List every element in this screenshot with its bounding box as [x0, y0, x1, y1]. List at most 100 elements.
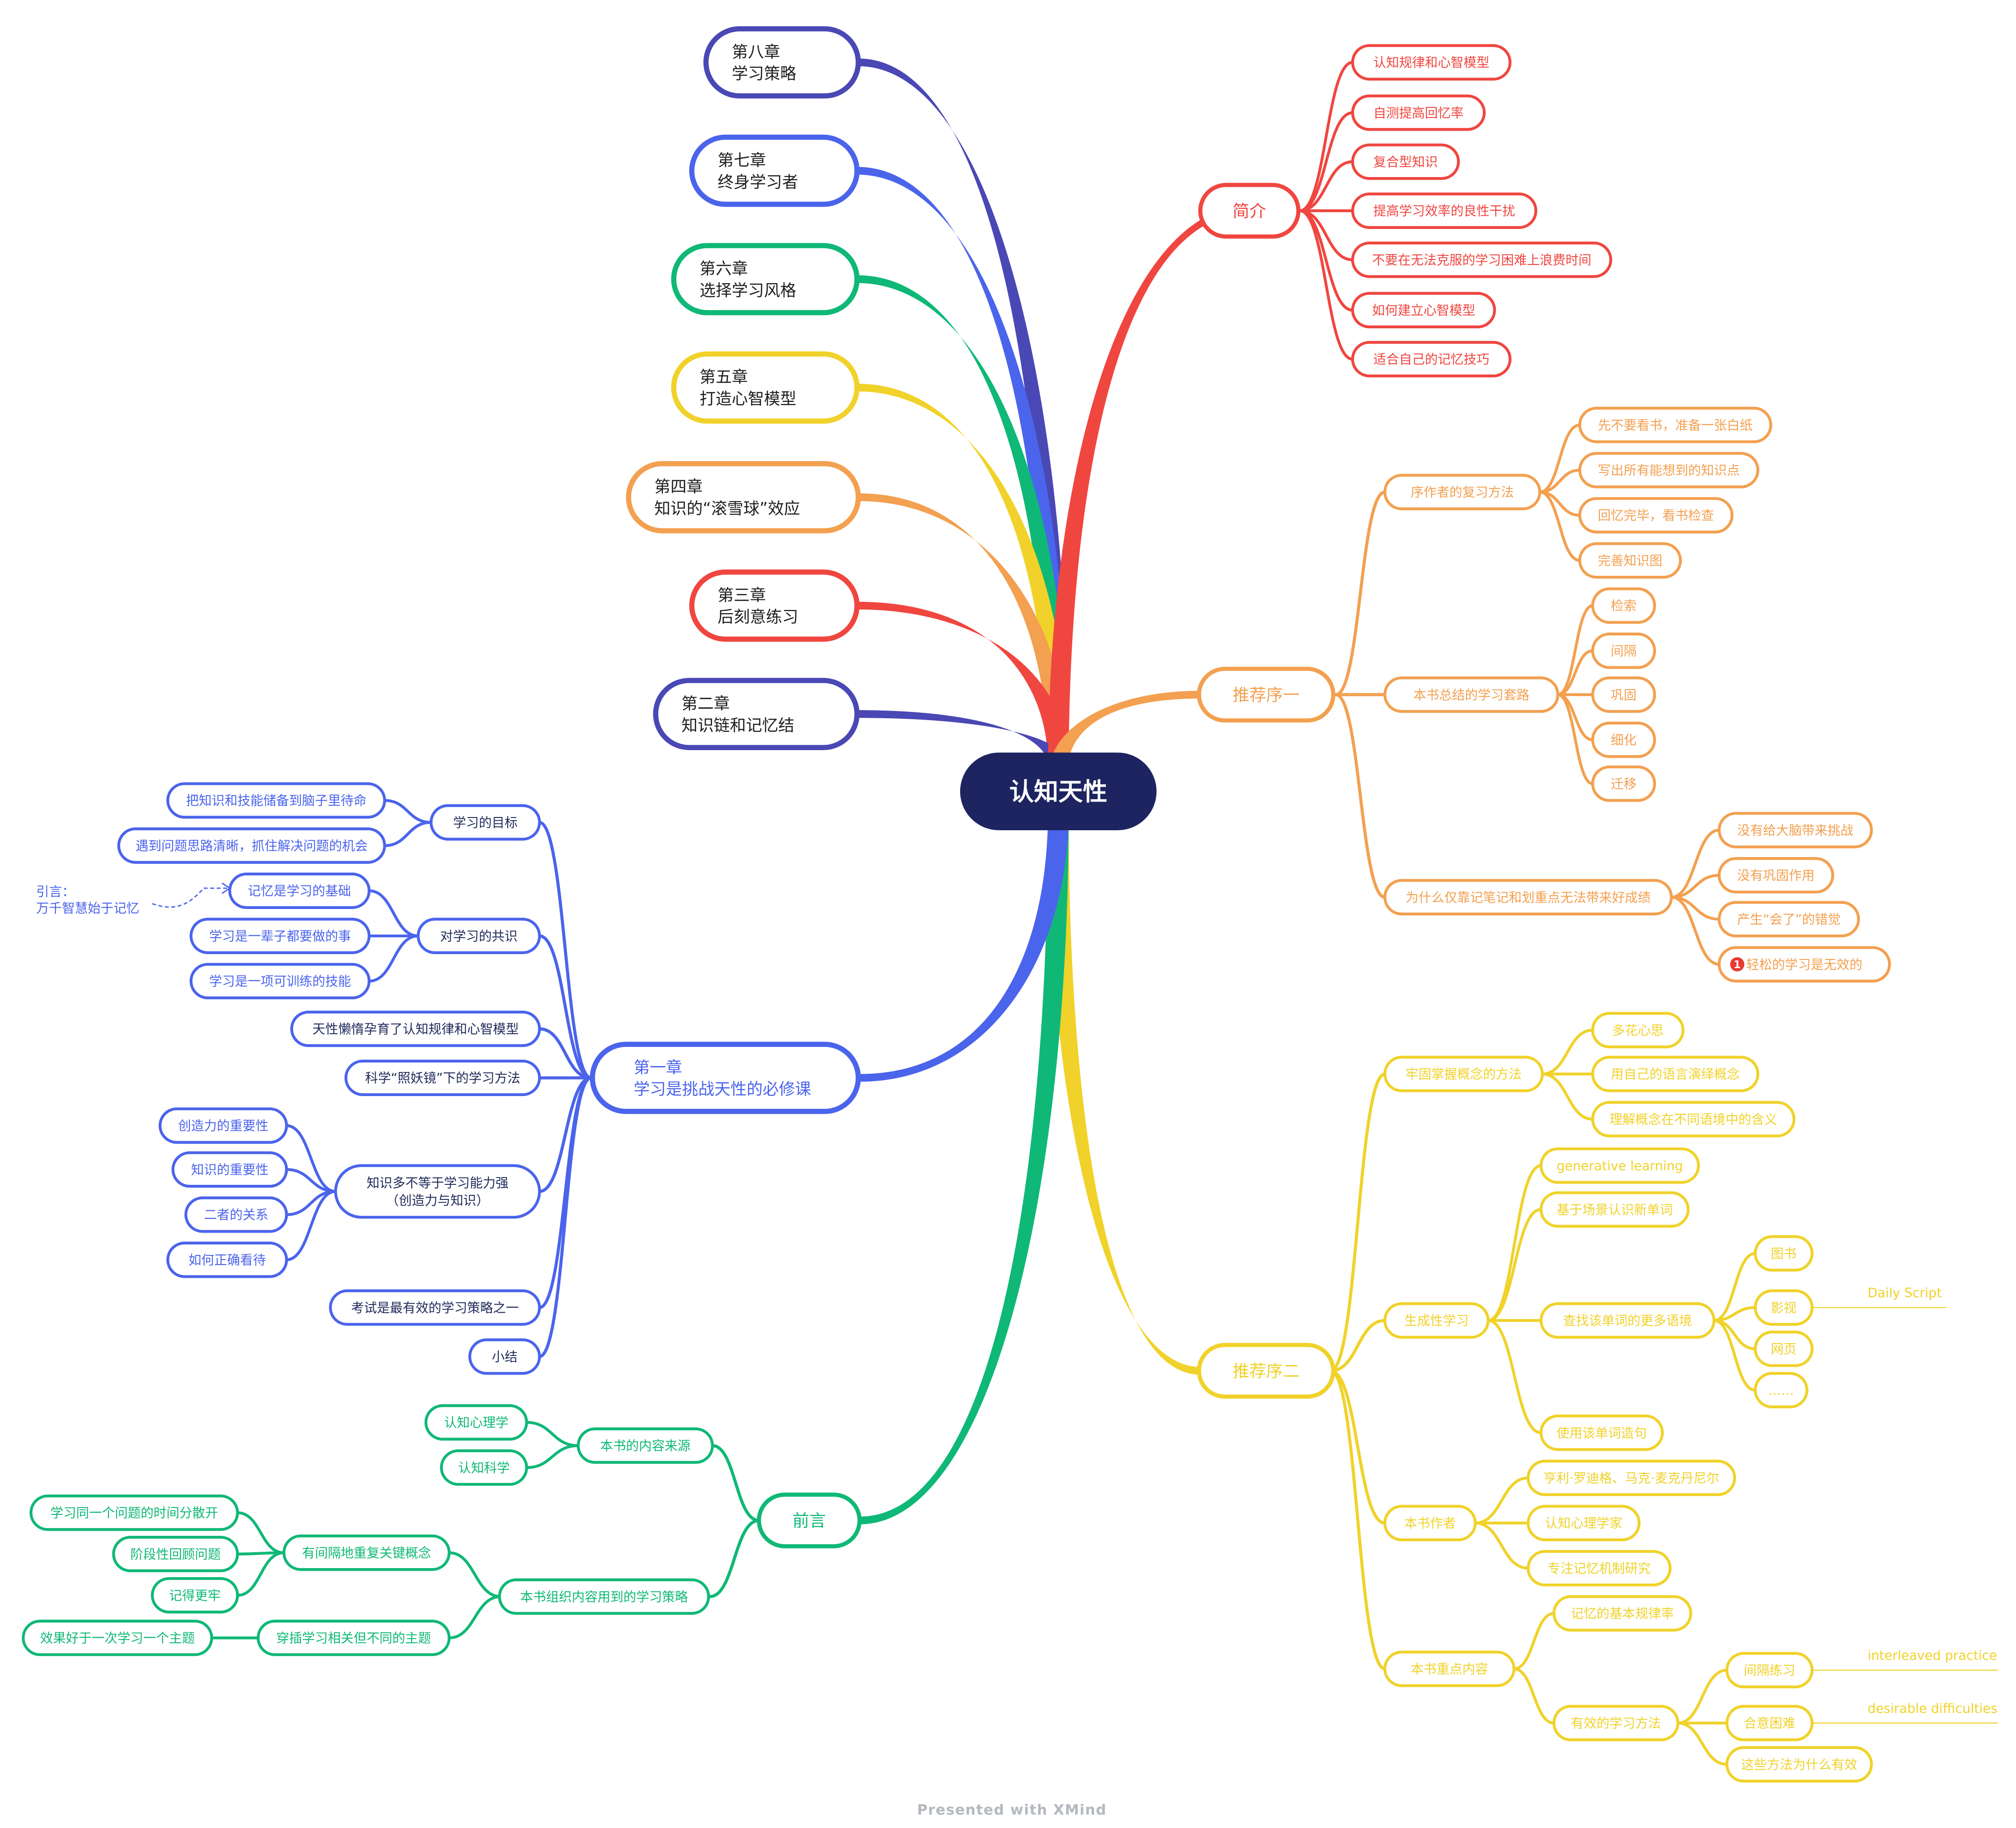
topic-没有给大脑带来挑战[interactable]: 没有给大脑带来挑战: [1717, 812, 1873, 848]
topic-间隔练习[interactable]: 间隔练习: [1725, 1652, 1814, 1689]
topic-没有巩固作用[interactable]: 没有巩固作用: [1717, 857, 1834, 894]
topic-牢固掌握概念的方法[interactable]: 牢固掌握概念的方法: [1383, 1056, 1544, 1092]
topic-亨利罗迪格马克麦克丹尼尔[interactable]: 亨利·罗迪格、马克·麦克丹尼尔: [1527, 1459, 1736, 1496]
connector-line: [1298, 209, 1354, 312]
topic-jianjie[interactable]: 简介: [1198, 183, 1301, 239]
topic-tuijianxu2[interactable]: 推荐序二: [1197, 1343, 1335, 1399]
topic-回忆完毕看书检查[interactable]: 回忆完毕，看书检查: [1578, 497, 1734, 534]
topic-细化[interactable]: 细化: [1591, 721, 1656, 758]
topic-generative-learning[interactable]: generative learning: [1539, 1147, 1700, 1184]
topic-多花心思[interactable]: 多花心思: [1591, 1012, 1685, 1049]
topic-理解概念在不同语境中的含义[interactable]: 理解概念在不同语境中的含义: [1591, 1101, 1796, 1137]
topic-把知识和技能储备到脑子里待命[interactable]: 把知识和技能储备到脑子里待命: [166, 782, 386, 819]
topic-影视[interactable]: 影视: [1754, 1289, 1814, 1326]
topic-提高学习效率的良性干扰[interactable]: 提高学习效率的良性干扰: [1351, 193, 1537, 229]
topic-如何建立心智模型[interactable]: 如何建立心智模型: [1351, 292, 1496, 329]
topic-二者的关系[interactable]: 二者的关系: [184, 1196, 288, 1233]
topic-写出所有能想到的知识点[interactable]: 写出所有能想到的知识点: [1578, 452, 1760, 488]
topic-记得更牢[interactable]: 记得更牢: [151, 1577, 239, 1614]
topic-box: [1383, 676, 1559, 713]
topic-认知心理学[interactable]: 认知心理学: [424, 1404, 528, 1441]
topic-完善知识图[interactable]: 完善知识图: [1578, 542, 1682, 579]
topic-学习是一辈子都要做的事[interactable]: 学习是一辈子都要做的事: [189, 918, 371, 955]
topic-本书的内容来源[interactable]: 本书的内容来源: [576, 1427, 714, 1464]
topic-本书作者[interactable]: 本书作者: [1383, 1505, 1477, 1542]
topic-box: [1578, 452, 1760, 488]
topic-科学照妖镜下的学习方法[interactable]: 科学“照妖镜”下的学习方法: [344, 1060, 541, 1096]
topic-创造力的重要性[interactable]: 创造力的重要性: [158, 1107, 288, 1144]
topic-box: [590, 1041, 861, 1114]
topic-为什么仅靠记笔记和划重点无法带来好成绩[interactable]: 为什么仅靠记笔记和划重点无法带来好成绩: [1383, 879, 1673, 916]
topic-轻松的学习是无效的[interactable]: 轻松的学习是无效的: [1717, 946, 1891, 983]
topic-迁移[interactable]: 迁移: [1591, 765, 1656, 802]
topic-效果好于一次学习一个主题[interactable]: 效果好于一次学习一个主题: [21, 1620, 214, 1656]
topic-认知科学[interactable]: 认知科学: [440, 1449, 528, 1486]
topic-间隔[interactable]: 间隔: [1591, 632, 1656, 669]
topic-天性懒惰孕育了认知规律和心智模型[interactable]: 天性懒惰孕育了认知规律和心智模型: [290, 1010, 541, 1047]
topic-label: 认知规律和心智模型: [1373, 55, 1489, 70]
topic-label: ……: [1768, 1383, 1794, 1398]
topic-查找该单词的更多语境[interactable]: 查找该单词的更多语境: [1539, 1302, 1716, 1339]
topic-复合型知识[interactable]: 复合型知识: [1351, 143, 1460, 180]
topic-自测提高回忆率[interactable]: 自测提高回忆率: [1351, 94, 1486, 131]
topic-label: 后刻意练习: [718, 608, 798, 626]
topic-本书总结的学习套路[interactable]: 本书总结的学习套路: [1383, 676, 1559, 713]
topic-知识的重要性[interactable]: 知识的重要性: [171, 1151, 288, 1188]
topic-学习是一项可训练的技能[interactable]: 学习是一项可训练的技能: [189, 963, 371, 1000]
topic-图书[interactable]: 图书: [1754, 1235, 1814, 1272]
topic-有间隔地重复关键概念[interactable]: 有间隔地重复关键概念: [282, 1534, 451, 1571]
topic-学习的目标[interactable]: 学习的目标: [429, 804, 541, 841]
topic-穿插学习相关但不同的主题[interactable]: 穿插学习相关但不同的主题: [256, 1620, 451, 1656]
topic-box: [290, 1010, 541, 1047]
topic-对学习的共识[interactable]: 对学习的共识: [417, 918, 541, 955]
topic-如何正确看待[interactable]: 如何正确看待: [166, 1241, 288, 1278]
topic-label: 推荐序二: [1232, 1361, 1299, 1381]
topic-巩固[interactable]: 巩固: [1591, 676, 1656, 713]
topic-适合自己的记忆技巧[interactable]: 适合自己的记忆技巧: [1351, 341, 1512, 377]
topic-记忆的基本规律率[interactable]: 记忆的基本规律率: [1553, 1595, 1692, 1632]
topic-label: 记忆的基本规律率: [1571, 1606, 1674, 1621]
topic-合意困难[interactable]: 合意困难: [1725, 1705, 1814, 1742]
topic-这些方法为什么有效[interactable]: 这些方法为什么有效: [1725, 1746, 1873, 1783]
topic-产生会了的错觉[interactable]: 产生“会了”的错觉: [1717, 901, 1860, 938]
topic-考试是最有效的学习策略之一[interactable]: 考试是最有效的学习策略之一: [329, 1289, 541, 1326]
topic-学习同一个问题的时间分散开[interactable]: 学习同一个问题的时间分散开: [29, 1494, 239, 1531]
topic-认知心理学家[interactable]: 认知心理学家: [1527, 1505, 1641, 1542]
topic-box: [21, 1620, 214, 1656]
topic-小结[interactable]: 小结: [468, 1338, 541, 1375]
topic-知识多不等于学习能力强-创造力与知识[interactable]: 知识多不等于学习能力强 （创造力与知识）: [334, 1164, 541, 1219]
topic-先不要看书准备一张白纸[interactable]: 先不要看书，准备一张白纸: [1578, 406, 1772, 443]
topic-使用该单词造句[interactable]: 使用该单词造句: [1539, 1414, 1664, 1451]
topic-label: （创造力与知识）: [386, 1193, 489, 1208]
topic-本书重点内容[interactable]: 本书重点内容: [1383, 1650, 1516, 1687]
topic-label: 影视: [1771, 1300, 1797, 1315]
central-topic[interactable]: 认知天性: [960, 752, 1157, 831]
topic-专注记忆机制研究[interactable]: 专注记忆机制研究: [1527, 1550, 1672, 1587]
topic-序作者的复习方法[interactable]: 序作者的复习方法: [1383, 474, 1542, 510]
topic-label: 亨利·罗迪格、马克·麦克丹尼尔: [1543, 1471, 1719, 1486]
topic-qianyan[interactable]: 前言: [757, 1493, 862, 1549]
topic-有效的学习方法[interactable]: 有效的学习方法: [1553, 1705, 1680, 1742]
topic-生成性学习[interactable]: 生成性学习: [1383, 1302, 1490, 1339]
topic-用自己的语言演绎概念[interactable]: 用自己的语言演绎概念: [1591, 1056, 1760, 1092]
topic-基于场景认识新单词[interactable]: 基于场景认识新单词: [1539, 1191, 1690, 1228]
topic-检索[interactable]: 检索: [1591, 587, 1656, 624]
topic-网页[interactable]: 网页: [1754, 1330, 1814, 1367]
topic-[interactable]: ……: [1754, 1372, 1808, 1409]
topic-不要在无法克服的学习困难上浪费时间[interactable]: 不要在无法克服的学习困难上浪费时间: [1351, 241, 1612, 278]
topic-遇到问题思路清晰抓住解决问题的机会[interactable]: 遇到问题思路清晰，抓住解决问题的机会: [117, 827, 386, 864]
topic-box: [1578, 542, 1682, 579]
topic-tuijianxu1[interactable]: 推荐序一: [1197, 666, 1335, 723]
topic-记忆是学习的基础[interactable]: 记忆是学习的基础: [228, 873, 371, 909]
topic-阶段性回顾问题[interactable]: 阶段性回顾问题: [112, 1536, 239, 1573]
topic-认知规律和心智模型[interactable]: 认知规律和心智模型: [1351, 44, 1512, 81]
topic-本书组织内容用到的学习策略[interactable]: 本书组织内容用到的学习策略: [498, 1578, 710, 1615]
